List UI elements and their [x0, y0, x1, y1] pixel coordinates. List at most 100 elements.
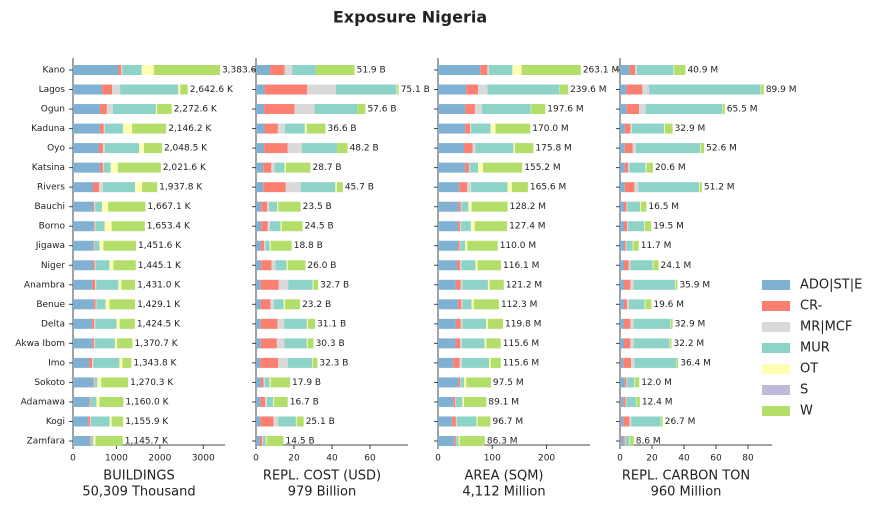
- bar-segment: [438, 260, 457, 271]
- bar-segment: [265, 240, 270, 251]
- bar-segment: [638, 182, 700, 193]
- bar-segment: [256, 182, 264, 193]
- total-label: 89.9 M: [766, 85, 797, 95]
- total-label: 1,667.1 K: [147, 202, 191, 212]
- bar-segment: [489, 279, 504, 290]
- bar-segment: [455, 318, 461, 329]
- total-label: 115.6 M: [503, 358, 539, 368]
- bar-segment: [73, 65, 119, 75]
- bar-segment: [460, 201, 462, 212]
- bar-segment: [135, 182, 143, 193]
- bar-segment: [313, 279, 319, 290]
- bar-segment: [620, 201, 624, 212]
- x-tick-label: 40: [678, 454, 690, 464]
- bar-segment: [287, 357, 313, 368]
- bar-segment: [470, 123, 472, 134]
- bar-segment: [460, 221, 462, 232]
- bar-segment: [117, 338, 133, 349]
- bar-segment: [256, 201, 262, 212]
- bar-segment: [99, 396, 124, 407]
- bar-segment: [142, 182, 158, 193]
- bar-segment: [256, 416, 261, 427]
- bar-segment: [478, 84, 488, 95]
- total-label: 32.7 B: [320, 280, 349, 290]
- bar-segment: [264, 143, 288, 154]
- bar-segment: [630, 279, 634, 290]
- bar-segment: [465, 104, 475, 115]
- bar-segment: [459, 357, 462, 368]
- bar-segment: [99, 104, 107, 115]
- bar-segment: [624, 260, 629, 271]
- total-label: 8.6 M: [636, 437, 661, 447]
- bar-segment: [256, 436, 260, 446]
- bar-segment: [471, 123, 491, 134]
- bar-segment: [461, 299, 463, 310]
- bar-segment: [99, 143, 103, 154]
- total-label: 97.5 M: [493, 378, 524, 388]
- total-label: 17.9 B: [292, 378, 321, 388]
- total-label: 2,146.2 K: [168, 124, 212, 134]
- bar-segment: [633, 240, 639, 251]
- bar-segment: [511, 182, 528, 193]
- bar-segment: [462, 396, 465, 407]
- bar-segment: [103, 123, 105, 134]
- bar-segment: [263, 162, 272, 173]
- bar-segment: [292, 65, 316, 75]
- bar-segment: [88, 416, 91, 427]
- total-label: 1,424.5 K: [137, 319, 181, 329]
- x-tick-label: 100: [484, 454, 501, 464]
- bar-segment: [92, 338, 95, 349]
- bar-segment: [73, 338, 93, 349]
- x-axis-label: REPL. CARBON TON: [622, 469, 750, 484]
- bar-segment: [722, 104, 725, 115]
- total-label: 25.1 B: [306, 417, 335, 427]
- bar-segment: [256, 104, 265, 115]
- legend-label: MR|MCF: [800, 320, 852, 335]
- bar-segment: [620, 84, 627, 95]
- bar-segment: [495, 123, 531, 134]
- bar-segment: [306, 338, 308, 349]
- bar-segment: [89, 396, 90, 407]
- bar-segment: [260, 416, 274, 427]
- bar-segment: [273, 416, 279, 427]
- bar-segment: [633, 318, 671, 329]
- bar-segment: [468, 201, 472, 212]
- bar-segment: [105, 299, 110, 310]
- bar-segment: [73, 201, 93, 212]
- x-axis-total: 4,112 Million: [462, 485, 545, 500]
- bar-segment: [484, 338, 487, 349]
- y-tick-label: Katsina: [32, 163, 65, 173]
- total-label: 51.9 B: [357, 66, 386, 76]
- bar-segment: [676, 357, 679, 368]
- bar-segment: [256, 396, 261, 407]
- bar-segment: [438, 84, 467, 95]
- legend-label: ADO|ST|E: [800, 278, 862, 293]
- bar-segment: [631, 357, 635, 368]
- bar-segment: [113, 260, 136, 271]
- total-label: 26.0 B: [307, 261, 336, 271]
- total-label: 20.6 M: [655, 163, 686, 173]
- bar-segment: [99, 182, 103, 193]
- bar-segment: [630, 260, 653, 271]
- bar-segment: [481, 104, 531, 115]
- x-axis-total: 960 Million: [651, 485, 722, 500]
- total-label: 115.6 M: [503, 339, 539, 349]
- bar-segment: [93, 299, 96, 310]
- bar-segment: [119, 318, 135, 329]
- total-label: 110.0 M: [500, 241, 536, 251]
- bar-segment: [626, 201, 628, 212]
- bar-segment: [260, 396, 266, 407]
- bar-segment: [531, 104, 546, 115]
- total-label: 12.4 M: [642, 397, 673, 407]
- bar-segment: [461, 357, 490, 368]
- bar-segment: [121, 279, 136, 290]
- bar-segment: [620, 338, 624, 349]
- bar-segment: [490, 123, 496, 134]
- bar-segment: [627, 201, 640, 212]
- bar-segment: [301, 143, 338, 154]
- bar-segment: [464, 377, 467, 388]
- bar-segment: [300, 182, 336, 193]
- bar-segment: [94, 338, 115, 349]
- bar-segment: [620, 182, 625, 193]
- bar-segment: [628, 260, 631, 271]
